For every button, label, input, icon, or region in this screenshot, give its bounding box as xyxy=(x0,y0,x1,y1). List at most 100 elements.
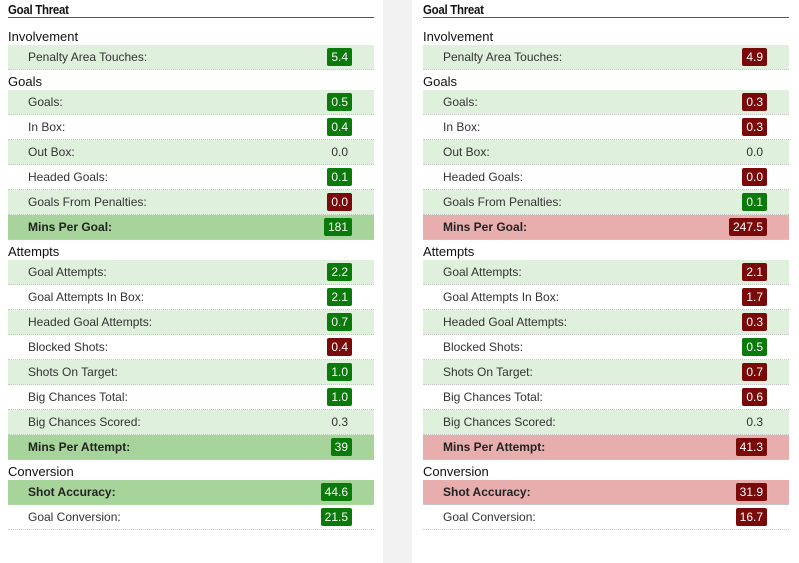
stat-value-badge: 1.7 xyxy=(742,288,767,306)
stat-value-badge: 21.5 xyxy=(320,508,352,526)
stat-row: Shot Accuracy: 31.9 xyxy=(423,480,789,505)
stat-value-badge: 1.0 xyxy=(327,363,352,381)
stat-value-badge: 41.3 xyxy=(735,438,767,456)
stat-label: Headed Goal Attempts: xyxy=(443,315,568,329)
stat-label: In Box: xyxy=(443,120,481,134)
section-heading-involvement: Involvement xyxy=(8,29,79,44)
panel-divider xyxy=(383,0,412,563)
stat-value-badge: 0.5 xyxy=(327,93,352,111)
stat-value-badge: 0.7 xyxy=(742,363,767,381)
stat-row: Headed Goal Attempts: 0.3 xyxy=(423,310,789,335)
stat-row: Out Box: 0.0 xyxy=(8,140,374,165)
stat-value-badge: 2.1 xyxy=(327,288,352,306)
stat-label: Mins Per Goal: xyxy=(28,220,113,234)
stat-row: Headed Goals: 0.1 xyxy=(8,165,374,190)
stat-row: Goal Attempts In Box: 2.1 xyxy=(8,285,374,310)
section-heading-attempts: Attempts xyxy=(423,244,475,259)
stat-value-badge: 2.1 xyxy=(742,263,767,281)
stat-label: Goals: xyxy=(443,95,478,109)
stat-label: Big Chances Scored: xyxy=(443,415,556,429)
stat-row: Goal Attempts: 2.1 xyxy=(423,260,789,285)
stat-label: Out Box: xyxy=(443,145,490,159)
stat-label: Mins Per Attempt: xyxy=(28,440,131,454)
stat-row: Goals From Penalties: 0.1 xyxy=(423,190,789,215)
stat-row: In Box: 0.3 xyxy=(423,115,789,140)
stat-value-badge: 0.1 xyxy=(327,168,352,186)
stat-label: Big Chances Total: xyxy=(28,390,128,404)
stat-value: 0.3 xyxy=(746,415,763,429)
stat-row: Out Box: 0.0 xyxy=(423,140,789,165)
stat-label: Goal Attempts In Box: xyxy=(443,290,560,304)
stat-value-badge: 39 xyxy=(330,438,352,456)
stat-label: Penalty Area Touches: xyxy=(443,50,563,64)
stat-row: Goal Attempts: 2.2 xyxy=(8,260,374,285)
section-heading-conversion: Conversion xyxy=(8,464,74,479)
stat-label: Penalty Area Touches: xyxy=(28,50,148,64)
stat-value: 0.0 xyxy=(746,145,763,159)
stat-value-badge: 16.7 xyxy=(735,508,767,526)
stat-row: Shot Accuracy: 44.6 xyxy=(8,480,374,505)
stat-value-badge: 44.6 xyxy=(320,483,352,501)
stat-label: Goals From Penalties: xyxy=(28,195,147,209)
stat-row: Penalty Area Touches: 5.4 xyxy=(8,45,374,70)
stat-row: In Box: 0.4 xyxy=(8,115,374,140)
section-heading-goals: Goals xyxy=(423,74,457,89)
stat-row: Mins Per Attempt: 41.3 xyxy=(423,435,789,460)
panel-title-text: Goal Threat xyxy=(423,2,484,17)
panel-title-text: Goal Threat xyxy=(8,2,69,17)
panel-title: Goal Threat xyxy=(423,0,789,18)
stat-row: Shots On Target: 1.0 xyxy=(8,360,374,385)
section-heading-goals: Goals xyxy=(8,74,42,89)
stat-row: Shots On Target: 0.7 xyxy=(423,360,789,385)
stat-value-badge: 0.4 xyxy=(327,118,352,136)
stat-row: Goal Attempts In Box: 1.7 xyxy=(423,285,789,310)
stat-row: Penalty Area Touches: 4.9 xyxy=(423,45,789,70)
stat-value-badge: 0.0 xyxy=(742,168,767,186)
stat-value-badge: 5.4 xyxy=(327,48,352,66)
stat-row: Goal Conversion: 16.7 xyxy=(423,505,789,530)
stat-label: Mins Per Goal: xyxy=(443,220,528,234)
stat-value-badge: 0.7 xyxy=(327,313,352,331)
stat-row: Big Chances Total: 0.6 xyxy=(423,385,789,410)
stat-label: Out Box: xyxy=(28,145,75,159)
stat-label: Blocked Shots: xyxy=(443,340,524,354)
stat-value: 0.0 xyxy=(331,145,348,159)
stat-row: Big Chances Scored: 0.3 xyxy=(8,410,374,435)
stat-value-badge: 0.3 xyxy=(742,118,767,136)
stat-row: Blocked Shots: 0.4 xyxy=(8,335,374,360)
stat-label: Headed Goals: xyxy=(28,170,109,184)
stat-row: Big Chances Scored: 0.3 xyxy=(423,410,789,435)
stat-row: Headed Goals: 0.0 xyxy=(423,165,789,190)
stat-row: Mins Per Goal: 181 xyxy=(8,215,374,240)
stat-value-badge: 31.9 xyxy=(735,483,767,501)
stat-value-badge: 0.1 xyxy=(742,193,767,211)
stat-value-badge: 4.9 xyxy=(742,48,767,66)
stat-value-badge: 0.6 xyxy=(742,388,767,406)
stat-value: 0.3 xyxy=(331,415,348,429)
stat-label: Goal Conversion: xyxy=(28,510,121,524)
stat-label: Headed Goal Attempts: xyxy=(28,315,153,329)
stat-label: Shot Accuracy: xyxy=(443,485,531,499)
stat-label: Goal Attempts: xyxy=(443,265,522,279)
section-heading-involvement: Involvement xyxy=(423,29,494,44)
stat-row: Goals From Penalties: 0.0 xyxy=(8,190,374,215)
stat-value-badge: 1.0 xyxy=(327,388,352,406)
stat-label: Goal Conversion: xyxy=(443,510,536,524)
stat-label: Shot Accuracy: xyxy=(28,485,116,499)
stat-label: Big Chances Total: xyxy=(443,390,543,404)
stat-value-badge: 0.5 xyxy=(742,338,767,356)
stat-label: Blocked Shots: xyxy=(28,340,109,354)
stat-value-badge: 0.3 xyxy=(742,313,767,331)
stat-label: Goals: xyxy=(28,95,63,109)
right-stats-panel: Goal Threat Involvement Penalty Area Touch… xyxy=(423,0,789,530)
stat-label: Shots On Target: xyxy=(443,365,533,379)
stat-value-badge: 0.3 xyxy=(742,93,767,111)
stat-value-badge: 181 xyxy=(323,218,352,236)
section-heading-conversion: Conversion xyxy=(423,464,489,479)
stat-label: Goal Attempts In Box: xyxy=(28,290,145,304)
stat-row: Headed Goal Attempts: 0.7 xyxy=(8,310,374,335)
stat-row: Goals: 0.5 xyxy=(8,90,374,115)
stat-value-badge: 0.0 xyxy=(327,193,352,211)
stat-row: Blocked Shots: 0.5 xyxy=(423,335,789,360)
stat-label: Shots On Target: xyxy=(28,365,118,379)
